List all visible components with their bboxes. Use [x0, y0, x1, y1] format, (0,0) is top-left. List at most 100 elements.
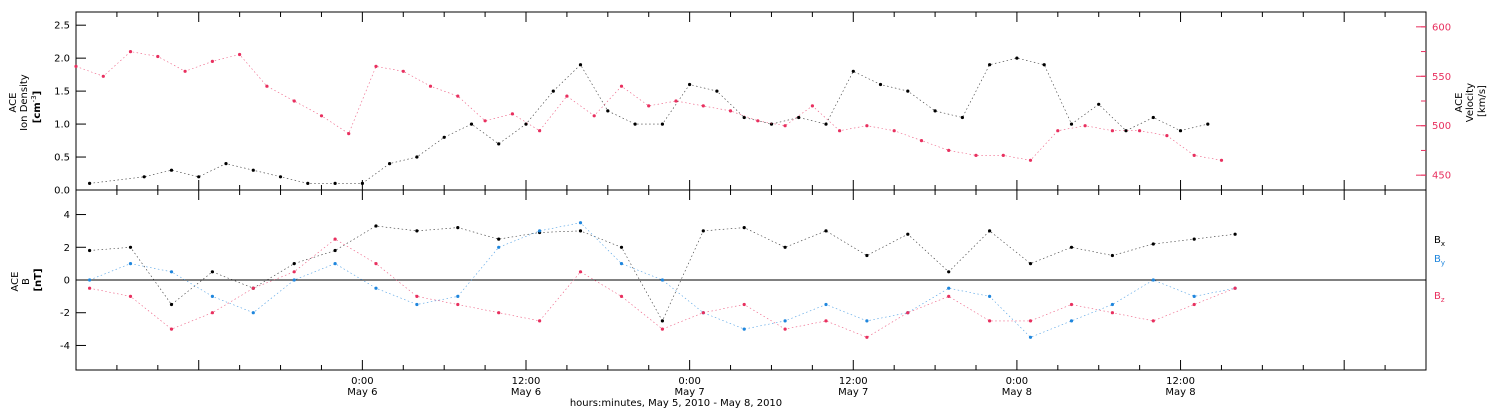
ion-density-point-17	[578, 63, 583, 67]
bx-point-26	[1151, 242, 1155, 246]
ion-density-point-13	[469, 122, 474, 126]
ion-density-point-16	[551, 89, 555, 93]
ion-density-point-37	[1124, 129, 1128, 133]
by-point-12	[578, 221, 583, 225]
velocity-point-25	[756, 119, 760, 123]
velocity-point-17	[538, 129, 542, 133]
ion-density-point-8	[333, 181, 337, 185]
b-tick-label-4: 4	[64, 210, 70, 221]
bz-point-25	[1110, 311, 1114, 315]
density-label-close: ]	[32, 91, 43, 96]
bz-point-5	[292, 270, 296, 274]
bx-point-9	[456, 226, 460, 230]
bx-point-12	[578, 229, 583, 233]
ion-density-point-25	[797, 115, 801, 120]
velocity-point-16	[510, 112, 514, 116]
velocity-point-37	[1083, 124, 1087, 128]
velocity-point-22	[674, 99, 678, 103]
bz-point-6	[333, 237, 337, 241]
b-label-line1: ACE	[10, 272, 21, 292]
bx-point-10	[497, 237, 501, 241]
velocity-point-4	[183, 69, 187, 73]
by-point-18	[824, 302, 828, 307]
bz-point-15	[701, 311, 705, 315]
legend-by: By	[1434, 254, 1445, 267]
ion-density-point-26	[824, 122, 828, 126]
ion-density-point-36	[1097, 102, 1101, 106]
velocity-point-1	[101, 74, 105, 78]
top-panel-marks	[74, 50, 1224, 185]
density-label-line2: Ion Density	[19, 74, 30, 131]
velocity-point-9	[319, 114, 324, 118]
bz-point-21	[947, 294, 951, 298]
by-point-23	[1028, 335, 1033, 339]
density-axis-label: ACE Ion Density [cm-3]	[8, 71, 43, 131]
velocity-point-42	[1219, 158, 1224, 162]
time-tick-label-0: 0:00	[351, 376, 373, 387]
by-point-26	[1151, 278, 1155, 282]
ion-density-point-20	[660, 122, 665, 126]
bx-point-7	[374, 224, 378, 228]
date-tick-label-2: May 7	[675, 387, 705, 398]
legend-bz-sub: z	[1441, 296, 1445, 304]
bz-point-23	[1028, 319, 1033, 323]
top-left-axis: 0.0 0.5 1.0 1.5 2.0 2.5	[54, 21, 86, 197]
bx-point-15	[701, 229, 705, 233]
velocity-point-32	[947, 148, 951, 152]
velocity-point-10	[347, 132, 351, 136]
time-tick-label-4: 0:00	[1006, 376, 1028, 387]
ion-density-point-14	[497, 142, 501, 146]
by-point-21	[947, 286, 951, 290]
velocity-point-33	[974, 153, 978, 157]
bz-point-17	[783, 327, 787, 331]
bz-point-8	[415, 294, 419, 298]
bottom-panel-marks	[88, 221, 1237, 339]
ion-density-line	[89, 57, 1208, 184]
ion-density-point-31	[960, 115, 965, 120]
ion-density-point-22	[715, 89, 719, 93]
ion-density-point-23	[742, 115, 746, 120]
bz-point-16	[742, 302, 746, 307]
velocity-tick-label-0: 450	[1432, 171, 1451, 182]
bx-point-1	[128, 245, 133, 249]
by-point-4	[251, 311, 255, 315]
bx-point-0	[88, 248, 92, 253]
bz-point-26	[1151, 319, 1155, 323]
bz-point-7	[374, 262, 378, 266]
ion-density-point-39	[1178, 129, 1183, 133]
ion-density-point-33	[1015, 56, 1019, 60]
velocity-point-36	[1056, 129, 1060, 133]
time-tick-label-1: 12:00	[512, 376, 541, 387]
ion-density-point-12	[442, 135, 446, 139]
bx-point-20	[906, 232, 910, 236]
bz-point-9	[456, 302, 460, 307]
ion-density-point-10	[388, 162, 392, 166]
velocity-point-14	[456, 94, 460, 98]
bz-point-24	[1069, 302, 1074, 307]
bz-point-1	[128, 294, 133, 298]
bx-point-27	[1192, 237, 1196, 241]
bz-point-20	[906, 311, 910, 315]
ion-density-point-0	[88, 181, 92, 185]
ion-density-point-11	[415, 155, 419, 159]
velocity-point-12	[401, 69, 405, 73]
velocity-tick-label-1: 500	[1432, 121, 1451, 132]
density-label-line3: [cm	[32, 102, 43, 123]
ion-density-point-2	[169, 168, 174, 172]
velocity-point-34	[1001, 153, 1005, 157]
by-point-3	[210, 294, 214, 298]
time-tick-label-5: 12:00	[1166, 376, 1195, 387]
bx-point-22	[988, 229, 992, 233]
velocity-point-6	[238, 52, 242, 57]
legend-by-name: B	[1434, 254, 1441, 265]
bz-point-2	[169, 327, 174, 331]
bz-point-3	[210, 311, 214, 315]
bz-point-27	[1192, 302, 1196, 307]
velocity-point-19	[592, 114, 596, 118]
velocity-point-28	[838, 129, 842, 133]
velocity-point-18	[565, 94, 569, 98]
ion-density-point-19	[633, 122, 637, 126]
bz-point-10	[497, 311, 501, 315]
bx-point-3	[210, 270, 214, 274]
bz-point-28	[1233, 286, 1237, 290]
